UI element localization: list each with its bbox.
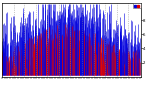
Legend: , : , [133, 3, 140, 8]
